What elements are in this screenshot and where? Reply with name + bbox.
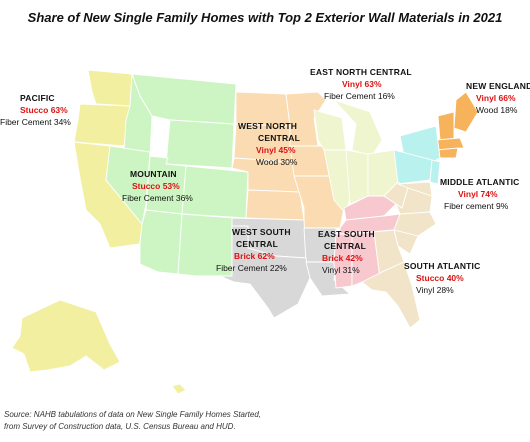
region-west-south-central-shape (219, 217, 352, 319)
region-name-esc-1: EAST SOUTH (318, 229, 375, 239)
state-new-mexico (177, 213, 235, 277)
state-oregon (73, 103, 131, 147)
region-material2-wnc: Wood 30% (256, 157, 298, 167)
state-alaska (11, 299, 121, 373)
state-mississippi (333, 233, 353, 289)
label-middle-atlantic: MIDDLE ATLANTIC Vinyl 74% Fiber cement 9… (440, 176, 520, 212)
state-kansas (245, 189, 305, 221)
region-material1-wsc: Brick 62% (234, 251, 275, 261)
state-minnesota (285, 91, 327, 147)
state-nevada (105, 145, 151, 226)
region-material2-ne: Wood 18% (476, 105, 518, 115)
label-east-south-central: EAST SOUTH CENTRAL Brick 42% Vinyl 31% (318, 228, 375, 276)
region-name-ma: MIDDLE ATLANTIC (440, 177, 520, 187)
region-material1-ma: Vinyl 74% (458, 189, 498, 199)
state-wisconsin (313, 109, 347, 151)
map-title: Share of New Single Family Homes with To… (27, 10, 503, 25)
source-line-1: Source: NAHB tabulations of data on New … (4, 410, 262, 419)
label-pacific: PACIFIC Stucco 63% Fiber Cement 34% (0, 92, 71, 128)
region-material1-esc: Brick 42% (322, 253, 363, 263)
state-indiana (345, 149, 369, 205)
region-material1-wnc: Vinyl 45% (256, 145, 296, 155)
state-vermont-nh (437, 111, 455, 141)
state-arizona (139, 209, 183, 275)
region-west-north-central-shape (231, 91, 345, 229)
region-material2-sa: Vinyl 28% (416, 285, 454, 295)
region-name-ne: NEW ENGLAND (466, 81, 530, 91)
region-new-england-shape (435, 91, 479, 159)
region-east-north-central-shape (313, 99, 399, 215)
state-washington (87, 69, 133, 107)
label-new-england: NEW ENGLAND Vinyl 66% Wood 18% (466, 80, 530, 116)
state-md-de (397, 181, 433, 197)
label-south-atlantic: SOUTH ATLANTIC Stucco 40% Vinyl 28% (404, 260, 480, 296)
region-middle-atlantic-shape (393, 125, 441, 185)
source-note: Source: NAHB tabulations of data on New … (4, 409, 261, 433)
region-material1-pacific: Stucco 63% (20, 105, 68, 115)
source-line-2: from Survey of Construction data, U.S. C… (4, 422, 236, 431)
state-massachusetts (435, 137, 465, 151)
label-west-north-central: WEST NORTH CENTRAL Vinyl 45% Wood 30% (238, 120, 300, 168)
region-name-wsc-1: WEST SOUTH (232, 227, 291, 237)
region-material1-sa: Stucco 40% (416, 273, 464, 283)
region-name-wnc-2: CENTRAL (258, 133, 301, 143)
region-material2-enc: Fiber Cement 16% (324, 91, 395, 101)
region-name-mountain: MOUNTAIN (130, 169, 177, 179)
region-material1-mountain: Stucco 53% (132, 181, 180, 191)
state-texas (219, 225, 311, 319)
state-new-jersey (429, 159, 441, 185)
region-name-pacific: PACIFIC (20, 93, 55, 103)
label-east-north-central: EAST NORTH CENTRAL Vinyl 63% Fiber Cemen… (310, 66, 412, 102)
state-hawaii (171, 383, 187, 395)
state-florida (361, 261, 421, 329)
region-mountain-shape (105, 73, 249, 277)
region-material2-esc: Vinyl 31% (322, 265, 360, 275)
region-material1-enc: Vinyl 63% (342, 79, 382, 89)
region-material2-ma: Fiber cement 9% (444, 201, 509, 211)
region-material1-ne: Vinyl 66% (476, 93, 516, 103)
region-material2-mountain: Fiber Cement 36% (122, 193, 193, 203)
region-name-enc: EAST NORTH CENTRAL (310, 67, 412, 77)
region-name-esc-2: CENTRAL (324, 241, 367, 251)
region-pacific-shape (11, 69, 187, 395)
region-name-wsc-2: CENTRAL (236, 239, 279, 249)
region-material2-wsc: Fiber Cement 22% (216, 263, 287, 273)
region-material2-pacific: Fiber Cement 34% (0, 117, 71, 127)
region-south-atlantic-shape (361, 181, 437, 329)
region-east-south-central-shape (333, 195, 401, 289)
label-mountain: MOUNTAIN Stucco 53% Fiber Cement 36% (122, 168, 193, 204)
label-west-south-central: WEST SOUTH CENTRAL Brick 62% Fiber Cemen… (216, 226, 291, 274)
state-wyoming (165, 119, 235, 169)
region-name-sa: SOUTH ATLANTIC (404, 261, 481, 271)
region-name-wnc-1: WEST NORTH (238, 121, 298, 131)
